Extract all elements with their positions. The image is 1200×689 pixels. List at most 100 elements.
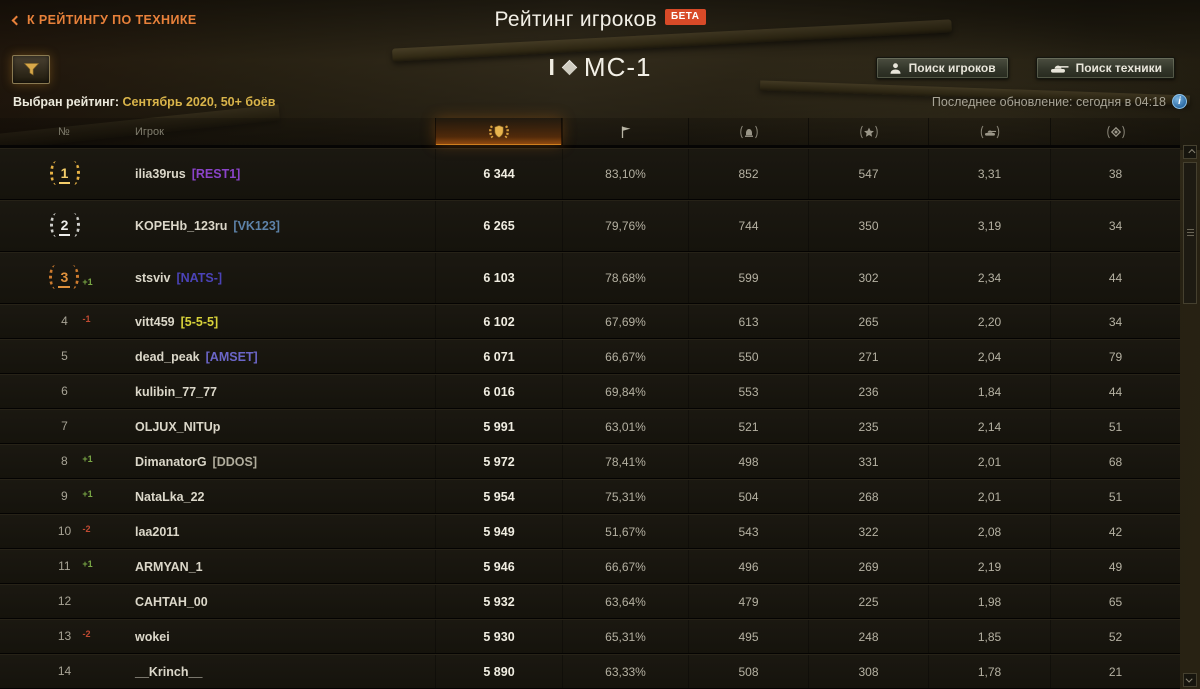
- rating-value: 5 946: [435, 550, 562, 583]
- player-cell[interactable]: wokei: [110, 630, 435, 644]
- scrollbar-thumb[interactable]: [1183, 162, 1197, 304]
- column-header-win-rate[interactable]: [562, 118, 688, 145]
- scroll-up-button[interactable]: [1183, 145, 1197, 159]
- table-row[interactable]: 13 -2 wokei 5 930 65,31% 495 248 1,85 52: [0, 619, 1180, 654]
- column-header-rank[interactable]: №: [0, 118, 110, 145]
- vertical-scrollbar[interactable]: [1182, 145, 1198, 687]
- rank-cell: 1: [0, 160, 110, 188]
- rank-medal: 4: [50, 308, 80, 336]
- avg-frags-value: 2,34: [928, 253, 1050, 303]
- avg-damage-value: 744: [688, 201, 808, 251]
- rating-value: 6 103: [435, 253, 562, 303]
- avg-frags-value: 2,20: [928, 305, 1050, 338]
- chevron-down-icon: [1185, 675, 1193, 683]
- selected-rating-value: Сентябрь 2020, 50+ боёв: [122, 94, 276, 109]
- filter-button[interactable]: [12, 55, 50, 84]
- rank-number: 4: [61, 314, 68, 328]
- avg-spotted-value: 34: [1050, 305, 1180, 338]
- avg-spotted-value: 49: [1050, 550, 1180, 583]
- rank-number: 5: [61, 349, 68, 363]
- player-cell[interactable]: OLJUX_NITUp: [110, 420, 435, 434]
- clan-tag: [5-5-5]: [180, 314, 219, 329]
- scroll-down-button[interactable]: [1183, 673, 1197, 687]
- rank-medal: 3: [49, 264, 80, 292]
- info-icon[interactable]: i: [1172, 94, 1187, 109]
- avg-frags-value: 2,08: [928, 515, 1050, 548]
- avg-damage-value: 599: [688, 253, 808, 303]
- rating-value: 6 071: [435, 340, 562, 373]
- rank-cell: 3 +1: [0, 264, 110, 292]
- avg-spotted-value: 79: [1050, 340, 1180, 373]
- avg-spotted-value: 44: [1050, 375, 1180, 408]
- rank-number: 2: [58, 217, 71, 236]
- table-row[interactable]: 7 OLJUX_NITUp 5 991 63,01% 521 235 2,14 …: [0, 409, 1180, 444]
- rank-delta: +1: [82, 453, 93, 464]
- player-cell[interactable]: __Krinch__: [110, 665, 435, 679]
- back-to-vehicle-rating-link[interactable]: К РЕЙТИНГУ ПО ТЕХНИКЕ: [11, 13, 197, 27]
- column-header-player[interactable]: Игрок: [110, 118, 435, 145]
- player-cell[interactable]: NataLka_22: [110, 490, 435, 504]
- player-cell[interactable]: stsviv [NATS-]: [110, 271, 435, 285]
- avg-damage-value: 508: [688, 655, 808, 688]
- search-players-button[interactable]: Поиск игроков: [875, 57, 1009, 79]
- column-header-avg-spotted[interactable]: [1050, 118, 1180, 145]
- player-cell[interactable]: ilia39rus [REST1]: [110, 167, 435, 181]
- table-row[interactable]: 9 +1 NataLka_22 5 954 75,31% 504 268 2,0…: [0, 479, 1180, 514]
- rank-number: 3: [58, 269, 71, 288]
- rating-value: 6 016: [435, 375, 562, 408]
- table-row[interactable]: 6 kulibin_77_77 6 016 69,84% 553 236 1,8…: [0, 374, 1180, 409]
- avg-xp-value: 331: [808, 445, 928, 478]
- rank-cell: 12: [0, 588, 110, 616]
- column-header-avg-damage[interactable]: [688, 118, 808, 145]
- table-row[interactable]: 14 __Krinch__ 5 890 63,33% 508 308 1,78 …: [0, 654, 1180, 689]
- rank-number: 9: [61, 489, 68, 503]
- table-row[interactable]: 4 -1 vitt459 [5-5-5] 6 102 67,69% 613 26…: [0, 304, 1180, 339]
- player-cell[interactable]: KOPEHb_123ru [VK123]: [110, 219, 435, 233]
- player-name: vitt459: [135, 314, 175, 329]
- player-name: NataLka_22: [135, 489, 205, 504]
- player-cell[interactable]: vitt459 [5-5-5]: [110, 315, 435, 329]
- table-row[interactable]: 2 KOPEHb_123ru [VK123] 6 265 79,76% 744 …: [0, 200, 1180, 252]
- win-rate-value: 66,67%: [562, 340, 688, 373]
- table-row[interactable]: 10 -2 laa2011 5 949 51,67% 543 322 2,08 …: [0, 514, 1180, 549]
- player-cell[interactable]: DimanatorG [DDOS]: [110, 455, 435, 469]
- player-cell[interactable]: ARMYAN_1: [110, 560, 435, 574]
- table-row[interactable]: 12 CAHTAH_00 5 932 63,64% 479 225 1,98 6…: [0, 584, 1180, 619]
- table-row[interactable]: 11 +1 ARMYAN_1 5 946 66,67% 496 269 2,19…: [0, 549, 1180, 584]
- avg-spotted-value: 44: [1050, 253, 1180, 303]
- rank-medal: 1: [49, 160, 80, 188]
- win-rate-value: 63,01%: [562, 410, 688, 443]
- avg-xp-value: 248: [808, 620, 928, 653]
- rank-number: 11: [58, 559, 71, 573]
- player-cell[interactable]: laa2011: [110, 525, 435, 539]
- win-rate-value: 67,69%: [562, 305, 688, 338]
- table-row[interactable]: 5 dead_peak [AMSET] 6 071 66,67% 550 271…: [0, 339, 1180, 374]
- player-cell[interactable]: dead_peak [AMSET]: [110, 350, 435, 364]
- clan-tag: [VK123]: [233, 219, 280, 233]
- player-cell[interactable]: kulibin_77_77: [110, 385, 435, 399]
- table-row[interactable]: 3 +1 stsviv [NATS-] 6 103 78,68% 599 302…: [0, 252, 1180, 304]
- rating-value: 5 954: [435, 480, 562, 513]
- leaderboard: № Игрок: [0, 118, 1180, 689]
- search-vehicles-button[interactable]: Поиск техники: [1035, 57, 1175, 79]
- win-rate-value: 51,67%: [562, 515, 688, 548]
- player-name: laa2011: [135, 524, 180, 539]
- rank-medal: 11: [49, 553, 79, 581]
- avg-xp-value: 225: [808, 585, 928, 618]
- table-row[interactable]: 1 ilia39rus [REST1] 6 344 83,10% 852 547…: [0, 148, 1180, 200]
- player-cell[interactable]: CAHTAH_00: [110, 595, 435, 609]
- avg-frags-tank-icon: [980, 125, 999, 138]
- table-row[interactable]: 8 +1 DimanatorG [DDOS] 5 972 78,41% 498 …: [0, 444, 1180, 479]
- column-header-avg-frags[interactable]: [928, 118, 1050, 145]
- column-header-rating-sorted[interactable]: [435, 118, 562, 145]
- avg-xp-value: 265: [808, 305, 928, 338]
- rank-medal: 8: [49, 448, 79, 476]
- avg-damage-value: 613: [688, 305, 808, 338]
- column-header-avg-xp[interactable]: [808, 118, 928, 145]
- chevron-up-icon: [1187, 148, 1195, 156]
- table-body: 1 ilia39rus [REST1] 6 344 83,10% 852 547…: [0, 148, 1180, 689]
- avg-damage-value: 495: [688, 620, 808, 653]
- avg-spotted-value: 68: [1050, 445, 1180, 478]
- rating-value: 6 344: [435, 149, 562, 199]
- meta-bar: Выбран рейтинг: Сентябрь 2020, 50+ боёв …: [13, 94, 1187, 109]
